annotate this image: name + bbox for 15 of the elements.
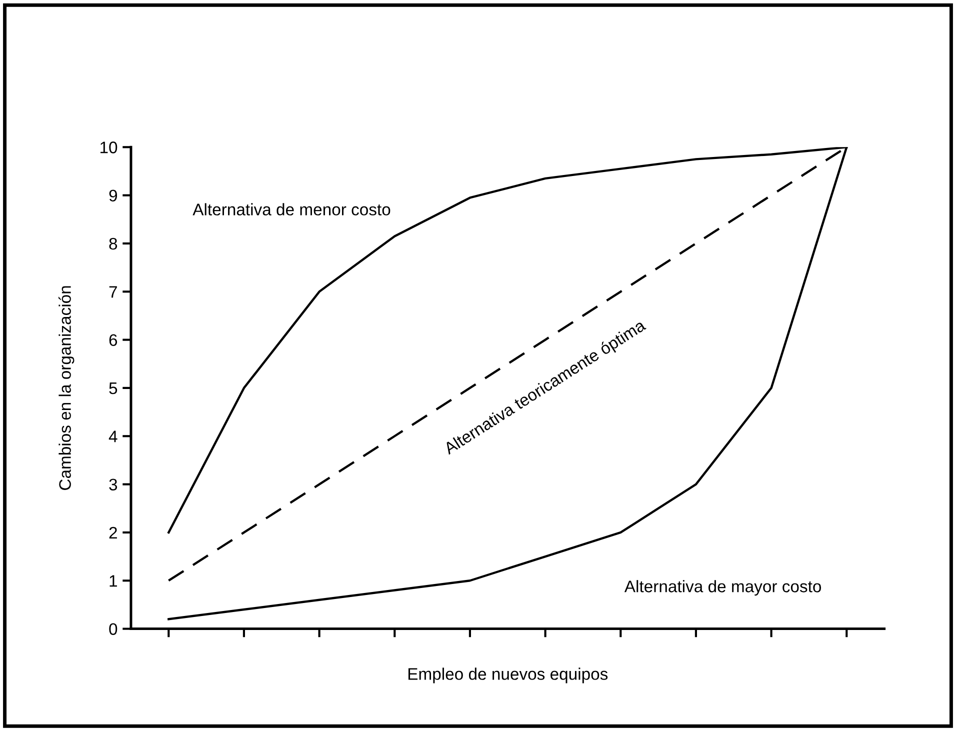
series-label: Alternativa de menor costo <box>192 203 390 216</box>
y-tick-label: 0 <box>109 623 118 635</box>
y-tick-label: 6 <box>109 334 118 346</box>
y-tick-label: 2 <box>109 526 117 538</box>
y-tick-label: 3 <box>109 478 118 490</box>
y-tick-label: 4 <box>108 430 118 442</box>
y-tick-label: 7 <box>109 286 117 298</box>
x-axis-title: Empleo de nuevos equipos <box>408 668 608 684</box>
text: Alternativa de mayor costo <box>624 580 822 596</box>
y-tick-label: 9 <box>109 190 117 202</box>
y-tick-label: 8 <box>109 238 118 250</box>
y-tick-label: 5 <box>109 382 118 394</box>
y-tick-label: 10 <box>100 142 118 154</box>
y-axis-title: Cambios en la organización <box>58 286 74 490</box>
y-tick-label: 1 <box>110 575 117 587</box>
